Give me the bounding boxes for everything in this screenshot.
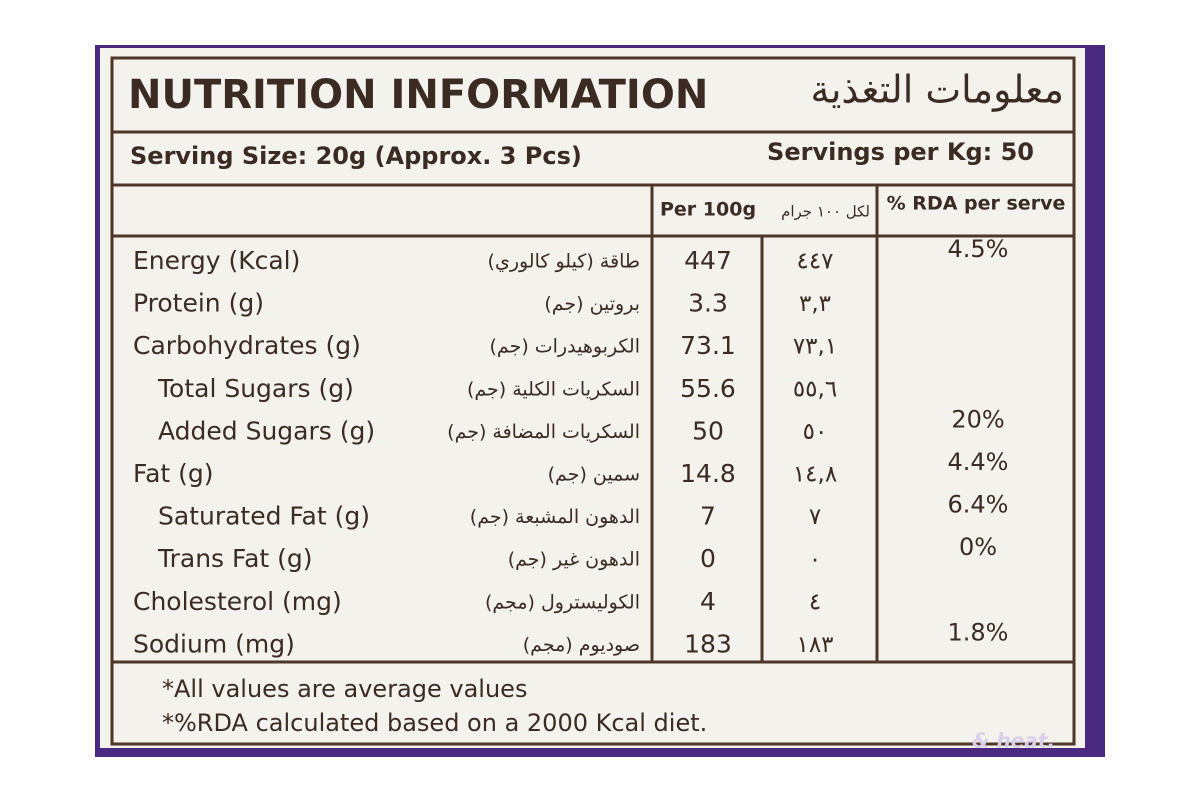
value-arabic: ٠ xyxy=(809,547,821,573)
servings-per-kg: Servings per Kg: 50 xyxy=(767,138,1034,166)
value-arabic: ٥٥,٦ xyxy=(793,376,837,402)
footnote: *%RDA calculated based on a 2000 Kcal di… xyxy=(162,709,707,737)
value: 447 xyxy=(684,246,732,275)
nutrient-name: Protein (g) xyxy=(133,289,264,318)
nutrient-name: Energy (Kcal) xyxy=(133,246,300,275)
value: 50 xyxy=(692,416,724,445)
nutrient-name-arabic: الكوليسترول (مجم) xyxy=(485,591,640,613)
value-arabic: ٣,٣ xyxy=(799,291,831,317)
nutrient-name-arabic: صوديوم (مجم) xyxy=(523,634,640,656)
value-arabic: ٤ xyxy=(809,589,821,615)
nutrient-name-arabic: بروتين (جم) xyxy=(544,293,640,315)
nutrient-name: Added Sugars (g) xyxy=(158,416,375,445)
rda: 6.4% xyxy=(948,491,1009,519)
nutrient-name-arabic: سمين (جم) xyxy=(548,464,640,486)
label-background xyxy=(100,48,1085,748)
value: 14.8 xyxy=(680,459,736,488)
nutrient-name-arabic: السكريات الكلية (جم) xyxy=(467,378,640,400)
value-arabic: ٥٠ xyxy=(803,419,828,445)
serving-size: Serving Size: 20g (Approx. 3 Pcs) xyxy=(130,142,582,170)
packaging-text: & heat. xyxy=(972,729,1055,753)
value: 3.3 xyxy=(688,289,728,318)
nutrient-name: Trans Fat (g) xyxy=(157,544,313,573)
nutrient-name-arabic: السكريات المضافة (جم) xyxy=(447,421,640,443)
nutrient-name-arabic: الكربوهيدرات (جم) xyxy=(490,336,640,358)
nutrient-name: Sodium (mg) xyxy=(133,629,295,658)
value-arabic: ١٤,٨ xyxy=(793,462,837,488)
nutrient-name: Carbohydrates (g) xyxy=(133,331,361,360)
value-arabic: ١٨٣ xyxy=(796,632,833,658)
nutrient-name: Cholesterol (mg) xyxy=(133,587,342,616)
rda: 0% xyxy=(959,533,997,561)
value-arabic: ٤٤٧ xyxy=(796,249,833,275)
footnote: *All values are average values xyxy=(162,675,527,703)
nutrient-name: Saturated Fat (g) xyxy=(158,502,370,531)
rda: 1.8% xyxy=(948,618,1009,646)
value-arabic: ٧ xyxy=(809,504,821,530)
value: 73.1 xyxy=(680,331,736,360)
rda: 20% xyxy=(951,405,1004,433)
nutrient-name-arabic: طاقة (كيلو كالوري) xyxy=(488,251,640,273)
value: 55.6 xyxy=(680,374,736,403)
nutrient-name-arabic: الدهون المشبعة (جم) xyxy=(470,506,640,528)
column-header-arabic: لكل ١٠٠ جرام xyxy=(781,203,870,221)
value-arabic: ٧٣,١ xyxy=(793,334,837,360)
column-header: % RDA per serve xyxy=(887,193,1066,215)
arabic-title: معلومات التغذية xyxy=(810,68,1064,113)
column-header: Per 100g xyxy=(660,199,756,221)
nutrient-name: Fat (g) xyxy=(133,459,214,488)
value: 7 xyxy=(700,502,716,531)
label-border xyxy=(110,56,1076,746)
nutrient-name-arabic: الدهون غير (جم) xyxy=(508,549,640,571)
title: NUTRITION INFORMATION xyxy=(128,72,708,118)
rda: 4.4% xyxy=(948,448,1009,476)
value: 183 xyxy=(684,629,732,658)
nutrient-name: Total Sugars (g) xyxy=(157,374,354,403)
value: 0 xyxy=(700,544,716,573)
value: 4 xyxy=(700,587,716,616)
rda: 4.5% xyxy=(948,235,1009,263)
